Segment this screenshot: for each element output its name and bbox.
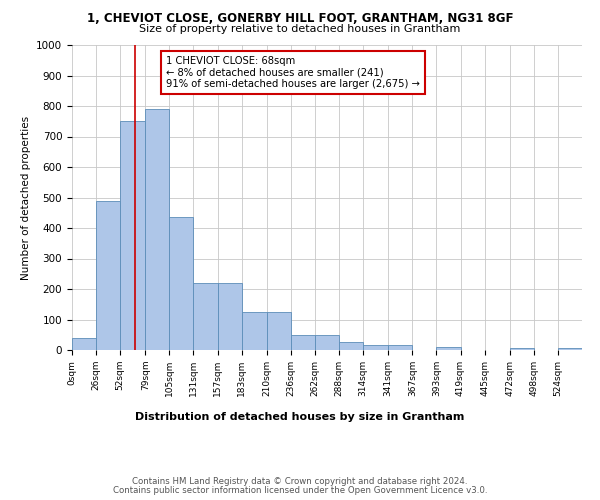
- Bar: [145, 109, 169, 350]
- Bar: [436, 347, 461, 350]
- Bar: [169, 218, 193, 350]
- Bar: [291, 335, 315, 350]
- Bar: [120, 121, 145, 350]
- Bar: [558, 348, 582, 350]
- Text: Size of property relative to detached houses in Grantham: Size of property relative to detached ho…: [139, 24, 461, 34]
- Bar: [509, 348, 534, 350]
- Y-axis label: Number of detached properties: Number of detached properties: [20, 116, 31, 280]
- Text: Distribution of detached houses by size in Grantham: Distribution of detached houses by size …: [136, 412, 464, 422]
- Bar: [388, 346, 412, 350]
- Bar: [72, 338, 96, 350]
- Text: 1, CHEVIOT CLOSE, GONERBY HILL FOOT, GRANTHAM, NG31 8GF: 1, CHEVIOT CLOSE, GONERBY HILL FOOT, GRA…: [87, 12, 513, 26]
- Text: Contains HM Land Registry data © Crown copyright and database right 2024.: Contains HM Land Registry data © Crown c…: [132, 478, 468, 486]
- Bar: [267, 312, 291, 350]
- Bar: [96, 200, 120, 350]
- Bar: [363, 346, 388, 350]
- Bar: [218, 283, 242, 350]
- Bar: [315, 335, 339, 350]
- Bar: [242, 312, 267, 350]
- Bar: [339, 342, 363, 350]
- Text: 1 CHEVIOT CLOSE: 68sqm
← 8% of detached houses are smaller (241)
91% of semi-det: 1 CHEVIOT CLOSE: 68sqm ← 8% of detached …: [166, 56, 420, 89]
- Bar: [193, 283, 218, 350]
- Text: Contains public sector information licensed under the Open Government Licence v3: Contains public sector information licen…: [113, 486, 487, 495]
